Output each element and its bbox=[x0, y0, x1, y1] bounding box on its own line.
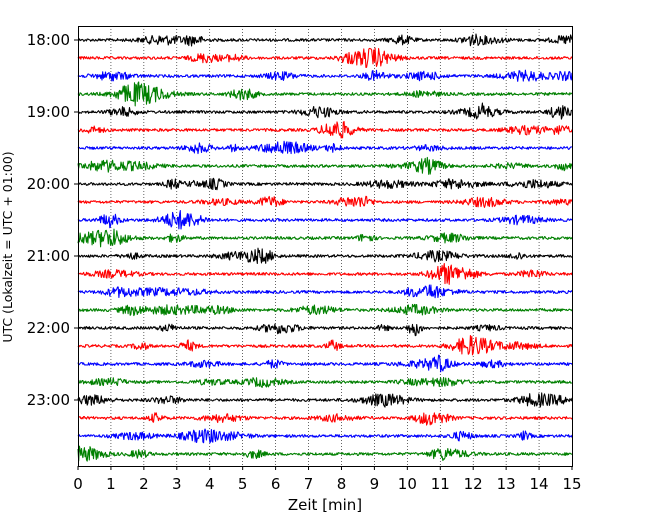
x-tick-label: 4 bbox=[205, 475, 215, 493]
x-tick-label: 6 bbox=[271, 475, 281, 493]
seismogram-trace bbox=[78, 33, 573, 47]
x-tick-label: 9 bbox=[370, 475, 380, 493]
seismogram-trace bbox=[77, 140, 573, 155]
seismogram-trace bbox=[77, 121, 573, 139]
seismogram-trace bbox=[78, 412, 573, 426]
y-tick-label: 21:00 bbox=[27, 247, 70, 265]
x-tick-label: 2 bbox=[139, 475, 149, 493]
y-tick-label: 23:00 bbox=[27, 391, 70, 409]
x-axis-ticks: 0 1 2 3 4 5 6 7 8 9 10 11 12 13 14 15 bbox=[73, 466, 582, 493]
seismogram-trace bbox=[77, 284, 573, 299]
seismogram-trace bbox=[77, 177, 573, 191]
x-tick-label: 1 bbox=[106, 475, 116, 493]
seismogram-trace bbox=[77, 102, 573, 120]
seismogram-trace bbox=[77, 303, 573, 317]
y-tick-label: 18:00 bbox=[27, 31, 70, 49]
seismogram-trace bbox=[77, 247, 573, 265]
x-tick-label: 10 bbox=[398, 475, 417, 493]
seismogram-trace bbox=[77, 323, 573, 337]
x-tick-label: 11 bbox=[431, 475, 450, 493]
x-tick-label: 13 bbox=[497, 475, 516, 493]
seismogram-trace bbox=[77, 156, 573, 175]
seismogram-trace bbox=[77, 69, 573, 82]
y-axis-ticks: 18:00 19:00 20:00 21:00 22:00 23:00 bbox=[27, 31, 78, 409]
seismogram-trace bbox=[77, 445, 573, 462]
seismogram-trace bbox=[77, 228, 573, 248]
y-axis-label: UTC (Lokalzeit = UTC + 01:00) bbox=[0, 151, 15, 342]
seismogram-trace bbox=[77, 334, 573, 356]
seismogram-trace bbox=[77, 354, 573, 373]
plot-frame bbox=[78, 26, 573, 467]
x-tick-label: 8 bbox=[337, 475, 347, 493]
seismogram-trace bbox=[77, 262, 573, 285]
x-tick-label: 12 bbox=[464, 475, 483, 493]
grid-lines bbox=[110, 26, 540, 466]
seismogram-trace bbox=[77, 376, 573, 388]
seismogram-trace bbox=[77, 195, 573, 208]
x-tick-label: 3 bbox=[172, 475, 182, 493]
y-tick-label: 20:00 bbox=[27, 175, 70, 193]
x-tick-label: 7 bbox=[304, 475, 314, 493]
x-tick-label: 14 bbox=[530, 475, 549, 493]
x-axis-label: Zeit [min] bbox=[288, 496, 362, 514]
x-tick-label: 15 bbox=[562, 475, 581, 493]
seismogram-trace bbox=[77, 428, 573, 444]
seismogram-trace bbox=[77, 392, 573, 408]
x-tick-label: 5 bbox=[238, 475, 248, 493]
seismogram-trace bbox=[77, 47, 573, 68]
seismogram-trace bbox=[77, 81, 573, 107]
seismogram-trace bbox=[77, 210, 573, 230]
seismogram-traces bbox=[77, 33, 573, 462]
x-tick-label: 0 bbox=[73, 475, 83, 493]
y-tick-label: 19:00 bbox=[27, 103, 70, 121]
y-tick-label: 22:00 bbox=[27, 319, 70, 337]
